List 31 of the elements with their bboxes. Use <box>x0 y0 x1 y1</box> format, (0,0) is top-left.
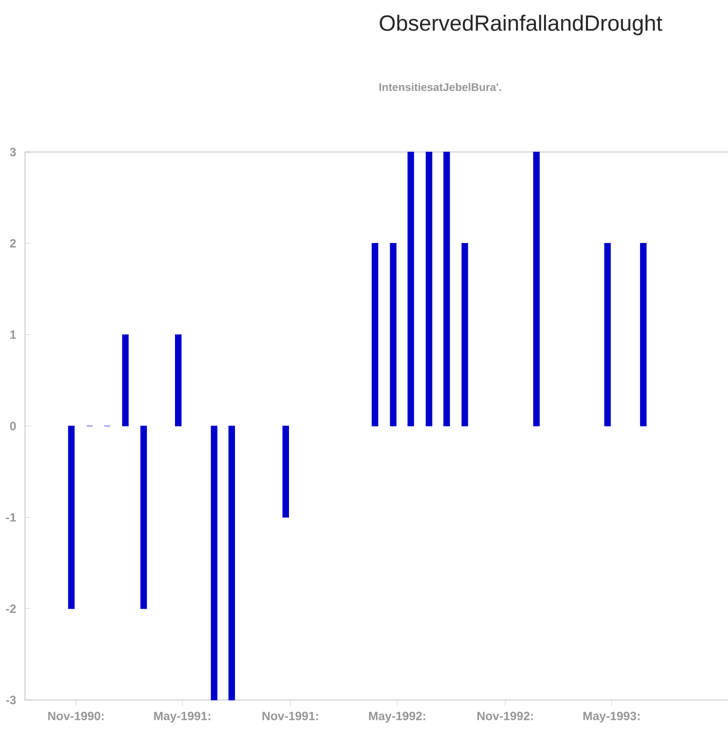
x-tick-label: May-1991: <box>154 712 210 723</box>
x-tick-label: May-1993: <box>583 712 640 723</box>
bar <box>426 152 432 426</box>
bar <box>640 243 647 426</box>
bar <box>408 152 414 426</box>
bar <box>390 243 396 426</box>
bar <box>282 426 289 518</box>
x-tick-label: Nov-1990: <box>48 712 104 720</box>
bar <box>604 243 611 426</box>
bar <box>140 426 147 609</box>
bar <box>533 152 540 426</box>
y-tick-label: 1 <box>10 330 16 339</box>
bar <box>462 243 468 426</box>
bar <box>68 426 75 609</box>
chart-title: ObservedRainfallandDrought <box>380 14 662 36</box>
chart-subtitle: IntensitiesatJebelBura'. <box>379 82 502 92</box>
y-tick-label: 3 <box>10 148 16 156</box>
y-tick-label: -1 <box>6 513 16 522</box>
y-tick-label: -2 <box>6 604 16 613</box>
bar <box>372 243 378 426</box>
bar <box>443 152 450 426</box>
bar <box>228 426 235 700</box>
bar <box>210 426 218 700</box>
y-tick-label: -3 <box>6 696 16 704</box>
x-tick-label: Nov-1991: <box>262 712 318 720</box>
x-tick-label: Nov-1992: <box>477 712 533 720</box>
y-tick-label: 0 <box>10 422 16 430</box>
bar <box>174 334 182 426</box>
y-tick-label: 2 <box>10 239 16 248</box>
x-tick-label: May-1992: <box>369 712 426 723</box>
bar <box>122 334 129 426</box>
